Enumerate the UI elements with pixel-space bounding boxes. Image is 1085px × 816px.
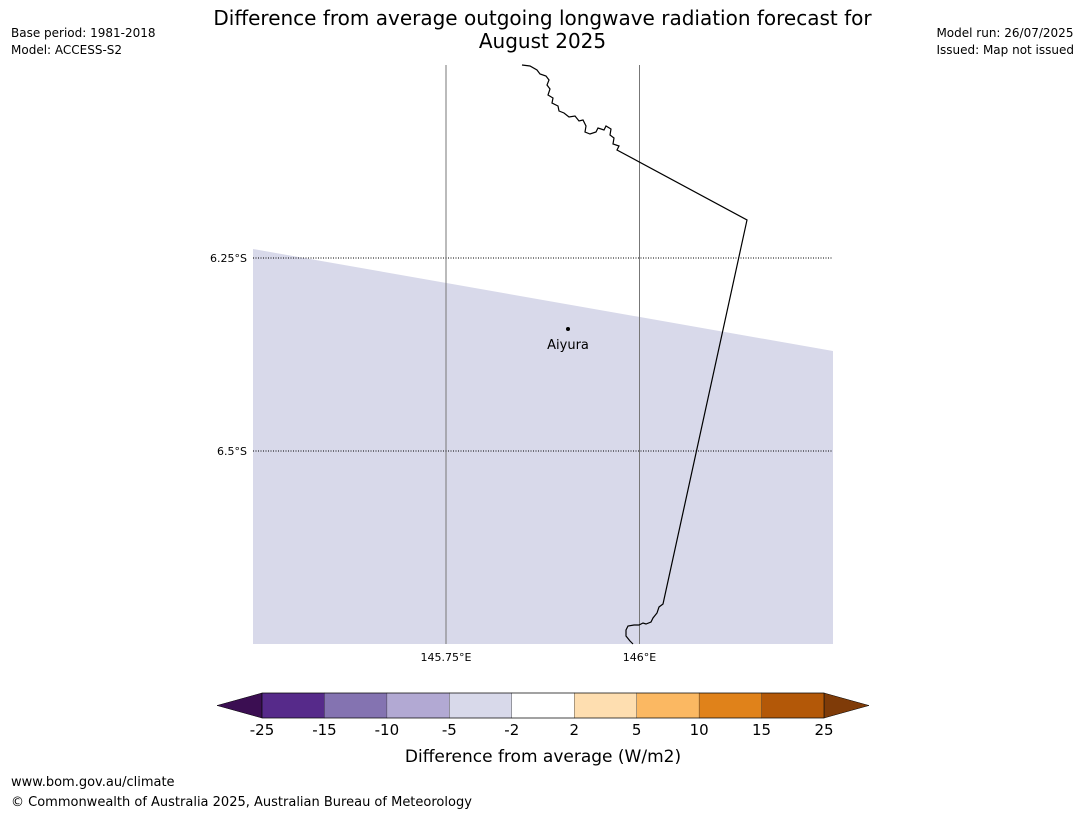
colorbar: -25 -15 -10 -5 -2 2 5 10 15 25 Difference from av…: [216, 692, 870, 767]
map-panel: Aiyura 6.25°S 6.5°S 145.75°E 146°E: [210, 64, 833, 664]
colorbar-tick-label: -2: [504, 721, 519, 739]
base-period-text: Base period: 1981-2018: [11, 26, 156, 40]
colorbar-tick-label: 15: [752, 721, 771, 739]
colorbar-title: Difference from average (W/m2): [405, 747, 681, 767]
title-line-2: August 2025: [478, 29, 607, 53]
boundary-line: [521, 64, 748, 645]
colorbar-segment: [574, 692, 638, 719]
colorbar-tick-label: -25: [250, 721, 275, 739]
colorbar-under-arrow: [216, 692, 263, 719]
colorbar-tick-label: 10: [690, 721, 709, 739]
lat-label-6-5: 6.5°S: [217, 445, 247, 458]
lon-label-146: 146°E: [623, 651, 656, 664]
colorbar-segment: [261, 692, 325, 719]
lat-label-6-25: 6.25°S: [210, 252, 247, 265]
colorbar-tick-label: 2: [569, 721, 579, 739]
colorbar-segment: [386, 692, 450, 719]
place-label: Aiyura: [547, 338, 589, 353]
model-text: Model: ACCESS-S2: [11, 43, 123, 57]
meta-right: Model run: 26/07/2025 Issued: Map not is…: [936, 25, 1074, 59]
forecast-shading: [253, 249, 833, 644]
colorbar-ticks: -25 -15 -10 -5 -2 2 5 10 15 25: [250, 721, 834, 739]
footer-copyright: © Commonwealth of Australia 2025, Austra…: [11, 795, 472, 810]
colorbar-tick-label: -5: [442, 721, 457, 739]
map-title: Difference from average outgoing longwav…: [0, 7, 1085, 53]
aiyura-marker: [566, 327, 570, 331]
colorbar-tick-label: 5: [632, 721, 642, 739]
colorbar-tick-label: -15: [312, 721, 337, 739]
colorbar-frame: [261, 692, 825, 719]
title-line-1: Difference from average outgoing longwav…: [213, 6, 872, 30]
colorbar-over-arrow: [823, 692, 870, 719]
colorbar-segments: [261, 692, 825, 719]
colorbar-segment: [449, 692, 513, 719]
meta-left: Base period: 1981-2018 Model: ACCESS-S2: [11, 25, 156, 59]
colorbar-segment: [636, 692, 700, 719]
footer-url[interactable]: www.bom.gov.au/climate: [11, 775, 175, 790]
colorbar-segment: [324, 692, 388, 719]
colorbar-segment: [698, 692, 763, 719]
colorbar-segment: [511, 692, 575, 719]
issued-text: Issued: Map not issued: [936, 43, 1074, 57]
lon-label-145-75: 145.75°E: [421, 651, 472, 664]
colorbar-segment: [761, 692, 825, 719]
colorbar-tick-label: -10: [375, 721, 400, 739]
model-run-text: Model run: 26/07/2025: [936, 26, 1074, 40]
colorbar-tick-label: 25: [814, 721, 833, 739]
